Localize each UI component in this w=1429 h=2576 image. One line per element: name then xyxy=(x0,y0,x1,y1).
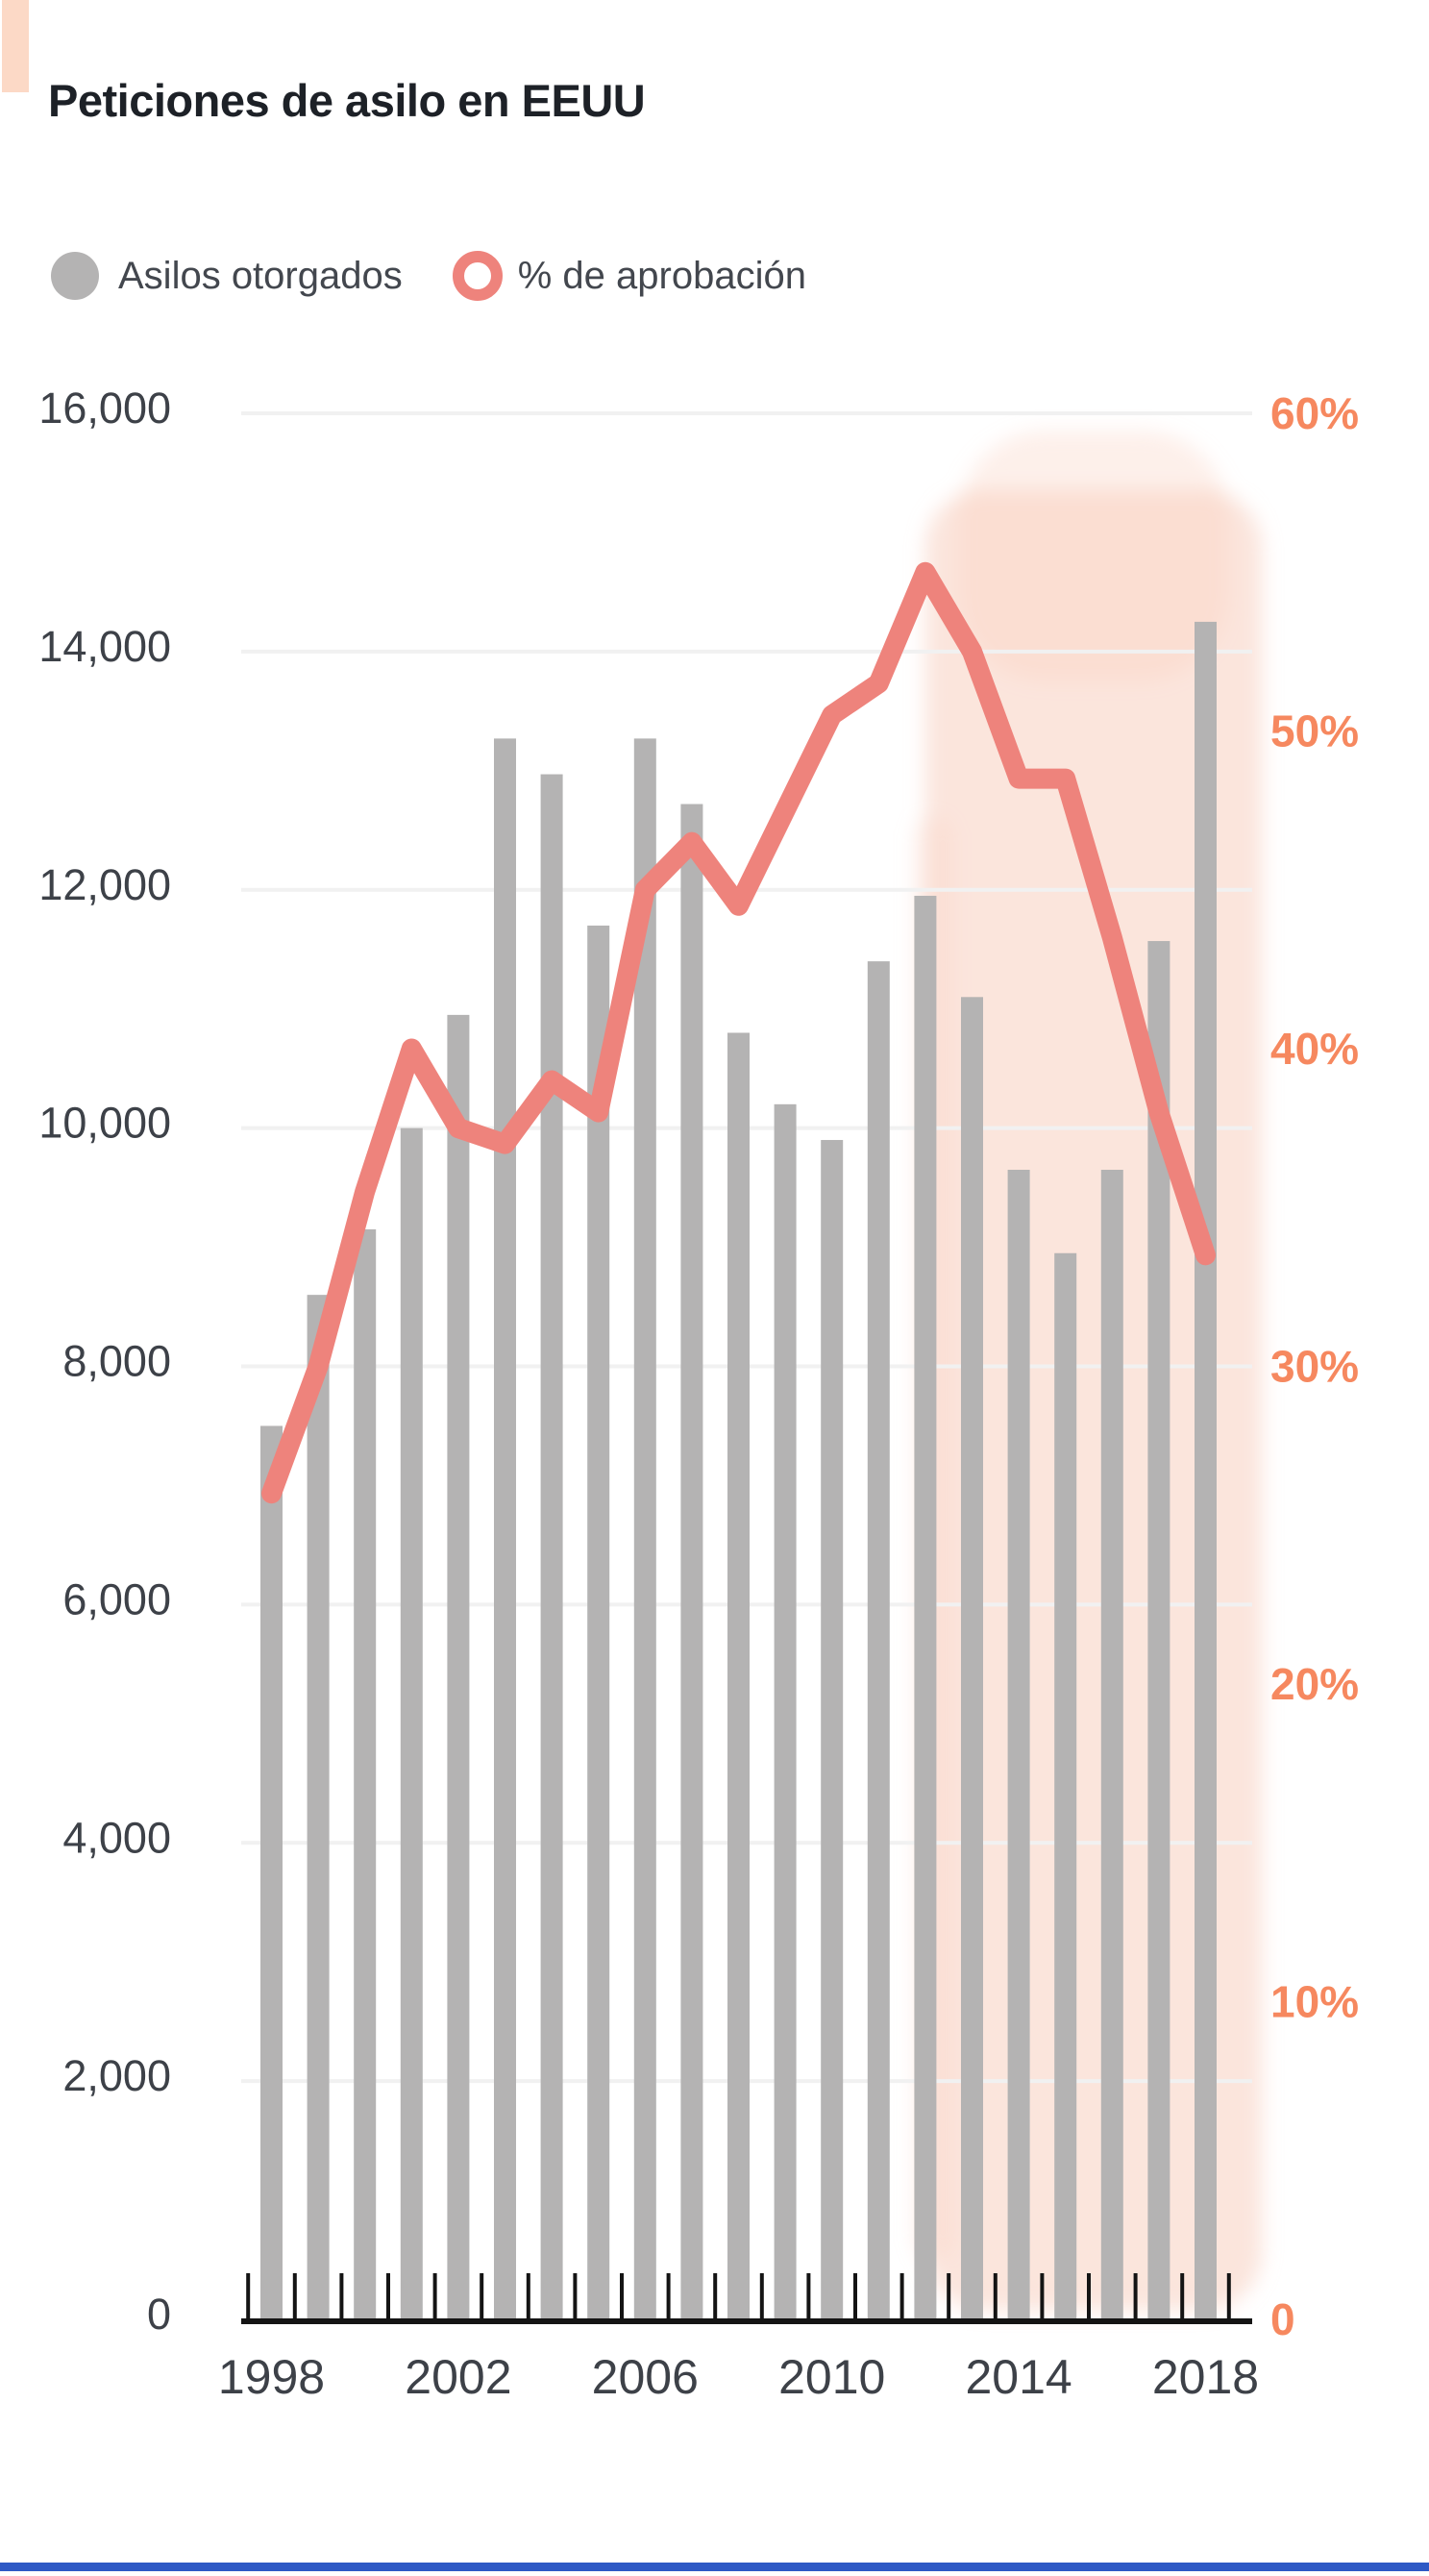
bar-1998 xyxy=(260,1425,283,2319)
left-axis-tick-label: 10,000 xyxy=(38,1099,171,1148)
right-axis-tick-label: 50% xyxy=(1270,706,1359,756)
bar-2001 xyxy=(400,1127,423,2319)
left-axis-tick-label: 6,000 xyxy=(62,1574,171,1623)
bar-2009 xyxy=(774,1103,797,2319)
bar-1999 xyxy=(307,1295,330,2319)
left-axis-tick-label: 8,000 xyxy=(62,1337,171,1386)
x-axis xyxy=(241,2273,1252,2324)
x-axis-tick-label: 2002 xyxy=(405,2350,511,2404)
legend-item-asylums: Asilos otorgados xyxy=(51,252,403,300)
bar-2017 xyxy=(1147,941,1170,2319)
left-axis-labels: 16,000 14,000 12,000 10,000 8,000 6,000 4,000 2… xyxy=(38,384,171,2339)
right-axis-tick-label: 60% xyxy=(1270,388,1359,438)
page-title: Peticiones de asilo en EEUU xyxy=(48,75,646,127)
bar-2014 xyxy=(1007,1170,1030,2319)
bar-2008 xyxy=(727,1032,750,2319)
bar-2011 xyxy=(867,961,890,2319)
right-axis-tick-label: 10% xyxy=(1270,1977,1359,2027)
bar-2013 xyxy=(961,997,983,2319)
bar-2012 xyxy=(914,895,937,2319)
bar-2010 xyxy=(821,1140,844,2319)
bar-2002 xyxy=(447,1014,470,2319)
x-axis-labels: 1998 2002 2006 2010 2014 2018 xyxy=(218,2350,1259,2404)
bar-2006 xyxy=(633,738,656,2319)
bar-2005 xyxy=(587,925,610,2319)
bar-2016 xyxy=(1100,1170,1123,2319)
left-axis-tick-label: 16,000 xyxy=(38,384,171,433)
bar-series-swatch-icon xyxy=(51,252,99,300)
left-axis-tick-label: 0 xyxy=(147,2290,171,2339)
bar-2015 xyxy=(1054,1252,1077,2319)
bar-2003 xyxy=(494,738,516,2319)
left-axis-tick-label: 12,000 xyxy=(38,860,171,909)
right-axis-tick-label: 20% xyxy=(1270,1659,1359,1709)
left-axis-tick-label: 4,000 xyxy=(62,1813,171,1862)
right-axis-labels: 60% 50% 40% 30% 20% 10% 0 xyxy=(1270,388,1359,2344)
legend-label-asylums: Asilos otorgados xyxy=(118,254,403,297)
right-axis-tick-label: 30% xyxy=(1270,1342,1359,1392)
right-axis-tick-label: 0 xyxy=(1270,2294,1295,2344)
bar-2018 xyxy=(1195,621,1217,2319)
bar-2000 xyxy=(354,1228,377,2319)
right-axis-tick-label: 40% xyxy=(1270,1024,1359,1074)
x-axis-tick-label: 2018 xyxy=(1152,2350,1259,2404)
x-axis-tick-label: 2014 xyxy=(965,2350,1072,2404)
approval-line xyxy=(261,561,1216,1504)
bar-2007 xyxy=(680,804,703,2319)
chart-legend: Asilos otorgados % de aprobación xyxy=(51,240,806,311)
footer-accent-bar xyxy=(0,2563,1429,2571)
top-accent-bar xyxy=(2,0,29,92)
x-axis-tick-label: 1998 xyxy=(218,2350,325,2404)
legend-label-approval: % de aprobación xyxy=(517,254,806,297)
left-axis-tick-label: 2,000 xyxy=(62,2051,171,2100)
bar-2004 xyxy=(540,774,563,2319)
x-axis-tick-label: 2006 xyxy=(592,2350,699,2404)
x-axis-tick-label: 2010 xyxy=(778,2350,885,2404)
left-axis-tick-label: 14,000 xyxy=(38,622,171,671)
legend-item-approval: % de aprobación xyxy=(452,251,806,301)
